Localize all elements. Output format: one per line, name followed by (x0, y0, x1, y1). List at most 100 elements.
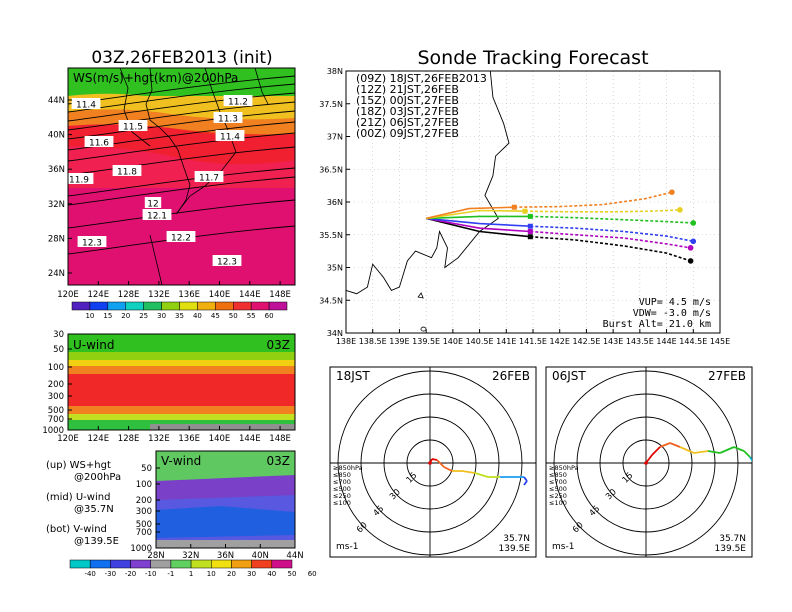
ws-cbar-label-1: 15 (103, 312, 112, 320)
hodo-trace-seg-1 (431, 458, 438, 461)
v-y-label-2: 200 (136, 496, 152, 506)
v-x-label-1: 32N (182, 551, 199, 561)
v-x-label-2: 36N (217, 551, 234, 561)
note-up-line2: @200hPa (74, 472, 121, 483)
ws-cbar-swatch-2 (107, 301, 127, 311)
hodo-trace-seg-2 (436, 459, 445, 468)
ws-map-title: 03Z,26FEB2013 (init) (91, 48, 272, 68)
ws-cbar-swatch-6 (179, 301, 198, 311)
u-band-6 (68, 414, 295, 420)
coast-taiwan (149, 234, 163, 286)
u-y-label-0: 30 (53, 330, 64, 340)
ws-cbar-label-5: 35 (175, 312, 184, 320)
ws-cbar-label-2: 20 (121, 312, 130, 320)
ws-contour-label-bg-10 (142, 209, 172, 220)
hodo-trace-seg-9 (743, 450, 751, 458)
u-wind-time: 03Z (267, 338, 291, 352)
ws-contour-label-10: 12.1 (147, 212, 167, 222)
track-x-label-7: 141.5E (519, 337, 547, 346)
track-island-kozu (420, 326, 427, 332)
track-landing-point-3 (690, 220, 697, 226)
track-panel: Sonde Tracking Forecast 138E 138.5E 139E 13… (319, 47, 730, 346)
hodo-legend-0: ≥850hPa (549, 464, 579, 472)
v-cbar-label-9: 40 (267, 570, 276, 578)
v-band-blue (156, 506, 295, 538)
u-x-label-3: 132E (148, 434, 170, 444)
ws-cbar-label-7: 45 (211, 312, 220, 320)
ws-contour-label-bg-1 (223, 95, 253, 106)
ws-map-label: WS(m/s)+hgt(km)@200hPa (73, 71, 238, 85)
v-cbar-label-4: -1 (167, 570, 174, 578)
hodo-legend-5: ≤100 (549, 499, 567, 507)
track-y-label-1: 37.5N (319, 100, 343, 109)
panel-notes: (up) WS+hgt @200hPa (mid) U-wind @35.7N … (46, 460, 121, 547)
ws-lon-label-0: 120E (57, 290, 79, 300)
ws-lon-label-3: 132E (148, 290, 170, 300)
v-cbar-label-2: -20 (125, 570, 136, 578)
ws-cbar-label-6: 40 (193, 312, 202, 320)
v-cbar-swatch-8 (231, 559, 252, 569)
u-band-5 (68, 406, 295, 414)
ws-cbar-label-3: 25 (139, 312, 148, 320)
track-y-label-2: 37N (327, 133, 343, 142)
track-legend-entry-3: (18Z) 03JST,27FEB (356, 105, 459, 118)
hodo-trace-seg-11 (523, 480, 528, 486)
track-legend-entry-0: (09Z) 18JST,26FEB2013 (356, 72, 487, 85)
hodo-trace-seg-4 (679, 446, 695, 454)
v-cbar-label-5: 1 (189, 570, 193, 578)
track-y-label-5: 35.5N (319, 231, 343, 240)
ws-lat-label-2: 36N (48, 165, 65, 175)
u-y-label-3: 200 (48, 380, 64, 390)
v-wind-label: V-wind (161, 454, 201, 468)
hodo-legend-4: ≤250 (549, 492, 567, 500)
note-up-line1: (up) WS+hgt (46, 460, 111, 471)
v-x-label-0: 28N (147, 551, 164, 561)
hodo-time: 18JST (336, 369, 370, 383)
track-landing-point-1 (687, 245, 694, 251)
u-x-label-0: 120E (57, 434, 79, 444)
ws-band-orange (68, 109, 295, 135)
ws-contour-label-7: 11.7 (199, 174, 219, 184)
track-coastline-honshu (345, 70, 510, 295)
ws-cbar-swatch-8 (215, 301, 234, 311)
hodo-time: 06JST (552, 369, 586, 383)
hodo-inner (546, 367, 752, 557)
v-cbar-swatch-1 (89, 559, 111, 569)
hodo-lon: 139.5E (715, 544, 747, 554)
v-cbar-label-1: -30 (105, 570, 116, 578)
ws-contour-line-9 (67, 176, 296, 206)
track-x-label-6: 141E (496, 337, 516, 346)
track-x-label-5: 140.5E (466, 337, 494, 346)
v-y-label-6: 1000 (130, 544, 152, 554)
ws-contour-line-2 (67, 92, 296, 122)
ws-lat-label-4: 28N (48, 234, 65, 244)
track-legend-entry-1: (12Z) 21JST,26FEB (356, 83, 459, 96)
ws-cbar-swatch-1 (89, 301, 109, 311)
v-y-label-0: 50 (141, 464, 152, 474)
ws-contour-label-bg-3 (118, 120, 148, 131)
ws-contour-line-3 (67, 101, 296, 131)
u-x-label-7: 148E (269, 434, 291, 444)
hodo-trace-seg-5 (461, 470, 476, 474)
ws-contour-lines: 11.4 11.2 11.3 11.5 11.4 11.6 11.8 11.7 11.9 12 12… (64, 75, 296, 268)
ws-contour-label-13: 12.3 (217, 258, 237, 268)
track-x-label-4: 140E (443, 337, 463, 346)
ws-lon-label-6: 144E (239, 290, 261, 300)
param-vup: VUP= 4.5 m/s (639, 297, 711, 308)
ws-contour-label-bg-5 (84, 136, 114, 147)
u-wind-fill (68, 334, 295, 430)
v-wind-time: 03Z (267, 454, 291, 468)
u-wind-label: U-wind (73, 338, 114, 352)
ws-cbar-label-0: 10 (85, 312, 94, 320)
v-y-label-1: 100 (136, 480, 152, 490)
hodo-trace-seg-6 (474, 472, 489, 478)
coast-kuril (254, 67, 269, 105)
v-cbar-swatch-9 (251, 559, 273, 569)
ws-cbar-swatch-0 (71, 301, 91, 311)
u-wind-frame (67, 333, 296, 431)
ws-contour-label-4: 11.4 (220, 133, 240, 143)
track-x-label-12: 144E (656, 337, 676, 346)
